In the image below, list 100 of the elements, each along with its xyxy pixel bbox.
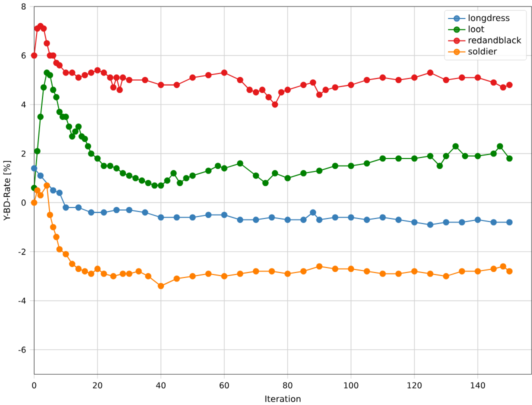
point — [62, 69, 69, 76]
y-axis-title: Y-BD-Rate [%] — [3, 160, 12, 220]
point — [136, 268, 142, 274]
point — [268, 268, 275, 274]
point — [37, 113, 44, 120]
point — [442, 152, 450, 159]
point — [252, 88, 260, 96]
point — [126, 76, 132, 83]
point — [316, 263, 322, 270]
x-tick-label: 60 — [220, 382, 229, 388]
point — [30, 164, 38, 172]
point — [316, 91, 322, 98]
point — [94, 155, 101, 162]
legend-label: redandblack — [468, 36, 522, 44]
point — [214, 162, 222, 169]
point — [205, 72, 212, 78]
point — [145, 272, 152, 280]
point — [316, 216, 322, 223]
point — [138, 177, 146, 184]
point — [427, 69, 434, 76]
point — [458, 74, 466, 81]
point — [37, 172, 44, 179]
point — [221, 272, 228, 280]
point — [113, 206, 120, 213]
point — [252, 268, 260, 274]
point — [34, 187, 40, 194]
point — [411, 74, 418, 81]
point — [75, 265, 82, 272]
x-tick-label: 40 — [156, 382, 166, 388]
point — [411, 218, 418, 226]
point — [205, 212, 212, 218]
point — [94, 265, 101, 272]
point — [452, 142, 459, 150]
point — [69, 260, 76, 267]
x-tick-label: 20 — [92, 382, 102, 388]
point — [158, 82, 164, 88]
point — [490, 218, 497, 226]
point — [110, 272, 117, 280]
point — [142, 209, 148, 216]
point — [164, 177, 170, 184]
point — [110, 84, 117, 90]
point — [284, 174, 291, 182]
point — [94, 66, 101, 74]
point — [174, 275, 180, 282]
point — [221, 69, 228, 76]
point — [88, 69, 94, 76]
point — [236, 216, 244, 223]
point — [75, 204, 82, 210]
point — [348, 265, 354, 272]
y-tick-label: -6 — [18, 346, 26, 353]
point — [50, 86, 56, 93]
point — [380, 270, 386, 277]
point — [474, 268, 481, 274]
point — [126, 206, 132, 213]
point — [427, 221, 434, 228]
point — [436, 162, 443, 169]
point — [53, 94, 60, 100]
point — [380, 74, 386, 81]
point — [132, 174, 139, 182]
point — [75, 123, 82, 130]
point — [322, 86, 329, 93]
point — [174, 82, 180, 88]
point — [300, 268, 307, 274]
point — [174, 214, 180, 220]
point — [272, 101, 278, 108]
point — [176, 180, 184, 186]
legend-label: soldier — [468, 48, 497, 54]
point — [30, 52, 38, 58]
point — [316, 167, 322, 174]
point — [82, 72, 88, 78]
point — [84, 142, 92, 150]
point — [46, 72, 54, 78]
point — [411, 155, 418, 162]
point — [107, 162, 114, 169]
point — [268, 214, 275, 220]
point — [442, 76, 450, 83]
point — [474, 74, 481, 81]
point — [120, 270, 126, 277]
point — [380, 155, 386, 162]
point — [411, 268, 418, 274]
legend-label: longdress — [468, 14, 510, 23]
point — [348, 162, 354, 169]
point — [69, 133, 76, 140]
point — [126, 172, 132, 179]
point — [284, 216, 291, 223]
point — [44, 40, 50, 46]
point — [300, 170, 307, 176]
point — [50, 187, 56, 194]
point — [221, 212, 228, 218]
point — [62, 250, 69, 258]
point — [272, 170, 278, 176]
point — [427, 152, 434, 159]
point — [506, 218, 513, 226]
point — [75, 74, 82, 81]
point — [259, 86, 266, 93]
point — [107, 74, 114, 81]
y-tick-label: 6 — [22, 52, 26, 58]
y-tick-label: 4 — [21, 101, 26, 108]
point — [189, 74, 196, 81]
point — [332, 84, 338, 90]
